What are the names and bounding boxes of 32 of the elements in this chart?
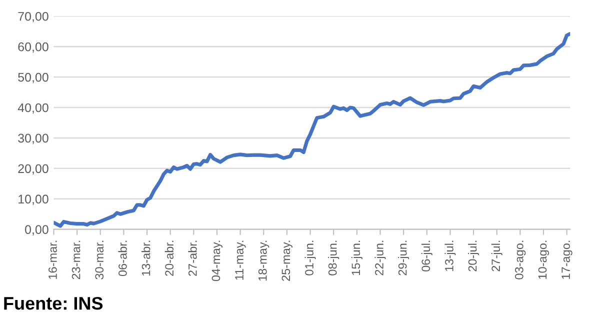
x-tick-label: 20-jul. — [468, 240, 480, 272]
y-tick-label: 30,00 — [18, 134, 48, 144]
y-tick-label: 60,00 — [18, 42, 48, 53]
x-tick-label: 17-ago. — [562, 240, 572, 279]
x-tick-label: 29-jun. — [398, 240, 410, 276]
x-tick-label: 15-jun. — [351, 240, 362, 275]
x-tick-label: 13-jul. — [444, 240, 456, 271]
y-tick-label: 40,00 — [18, 103, 48, 114]
x-tick-label: 03-ago. — [514, 240, 526, 280]
x-tick-label: 11-may. — [235, 240, 246, 280]
x-tick-label: 25-may. — [282, 240, 292, 281]
y-tick-label: 50,00 — [18, 72, 48, 84]
x-tick-label: 16-mar. — [48, 240, 57, 279]
x-tick-label: 30-mar. — [95, 240, 104, 280]
x-tick-label: 23-mar. — [72, 240, 80, 280]
y-tick-label: 70,00 — [18, 12, 48, 22]
x-tick-label: 06-abr. — [118, 240, 127, 276]
x-tick-label: 27-abr. — [188, 240, 197, 276]
x-tick-label: 20-abr. — [164, 240, 174, 276]
y-tick-label: 0,00 — [25, 225, 48, 236]
y-tick-label: 20,00 — [18, 164, 48, 175]
source-note: Fuente: INS — [4, 296, 103, 310]
x-tick-label: 06-jul. — [421, 240, 432, 272]
x-tick-label: 27-jul. — [491, 240, 502, 272]
x-tick-label: 08-jun. — [328, 240, 340, 276]
y-tick-label: 10,00 — [18, 194, 48, 206]
x-tick-label: 22-jun. — [374, 240, 386, 276]
x-tick-label: 04-may. — [212, 240, 222, 282]
x-tick-label: 01-jun. — [304, 240, 316, 276]
x-tick-label: 18-may. — [258, 240, 270, 281]
x-tick-label: 13-abr. — [142, 240, 150, 276]
x-tick-label: 10-ago. — [538, 240, 549, 279]
